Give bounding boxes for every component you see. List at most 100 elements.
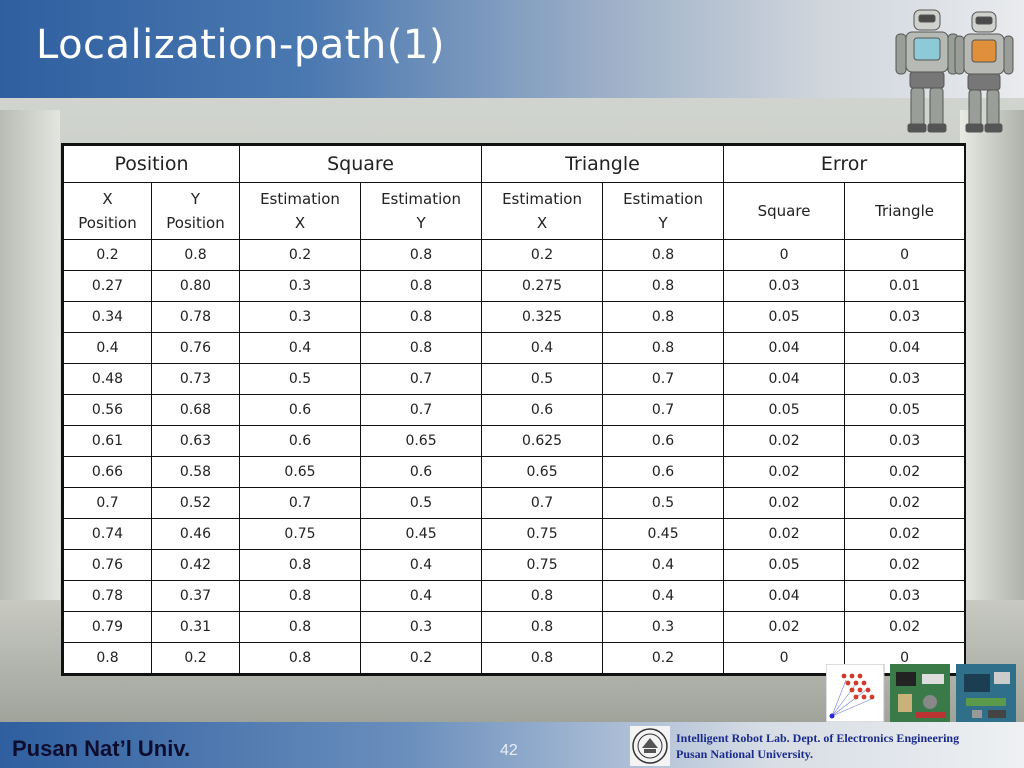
thumbnail-images <box>826 664 1016 722</box>
table-cell: 0.6 <box>602 456 725 488</box>
sub-header-cell: Estimation X <box>481 182 604 240</box>
table-cell: 0.8 <box>481 642 604 674</box>
lab-info: Intelligent Robot Lab. Dept. of Electron… <box>676 730 959 762</box>
table-cell: 0.76 <box>150 332 241 364</box>
data-table: Position Square Triangle Error X Position… <box>62 145 966 674</box>
table-row: 0.34 0.78 0.3 0.8 0.325 0.8 0.05 0.03 <box>63 301 966 333</box>
table-cell: 0.8 <box>602 332 725 364</box>
table-cell: 0.8 <box>239 642 362 674</box>
table-body: 0.2 0.8 0.2 0.8 0.2 0.8 0 0 0.27 0.80 0.3 0.8 0.275 0… <box>63 239 966 674</box>
table-cell: 0.02 <box>844 518 966 550</box>
sub-header-line: Triangle <box>875 202 934 220</box>
table-cell: 0.02 <box>723 487 846 519</box>
table-cell: 0.75 <box>239 518 362 550</box>
table-cell: 0.8 <box>239 580 362 612</box>
table-cell: 0.6 <box>239 394 362 426</box>
sub-header-line: Y <box>416 214 426 232</box>
table-cell: 0.5 <box>360 487 483 519</box>
header-triangle: Triangle <box>481 145 725 183</box>
table-cell: 0.05 <box>844 394 966 426</box>
table-cell: 0.4 <box>239 332 362 364</box>
table-cell: 0.3 <box>239 270 362 302</box>
table-cell: 0.3 <box>602 611 725 643</box>
table-cell: 0.42 <box>150 549 241 581</box>
table-cell: 0.78 <box>63 580 152 612</box>
header-error: Error <box>723 145 966 183</box>
page-number: 42 <box>500 742 518 759</box>
table-cell: 0.6 <box>239 425 362 457</box>
lab-line-2: Pusan National University. <box>676 747 814 761</box>
table-cell: 0.8 <box>602 270 725 302</box>
table-row: 0.61 0.63 0.6 0.65 0.625 0.6 0.02 0.03 <box>63 425 966 457</box>
university-name: Pusan Nat’l Univ. <box>12 736 191 761</box>
circuit-board-thumbnail-2 <box>956 664 1016 722</box>
table-cell: 0.78 <box>150 301 241 333</box>
table-cell: 0.80 <box>150 270 241 302</box>
sub-header-cell: Estimation Y <box>360 182 483 240</box>
table-cell: 0.4 <box>360 580 483 612</box>
table-cell: 0.73 <box>150 363 241 395</box>
sub-header-cell: Estimation Y <box>602 182 725 240</box>
table-cell: 0.6 <box>602 425 725 457</box>
table-cell: 0.3 <box>360 611 483 643</box>
table-cell: 0.65 <box>239 456 362 488</box>
table-cell: 0 <box>723 239 846 271</box>
table-cell: 0.76 <box>63 549 152 581</box>
table-row: 0.76 0.42 0.8 0.4 0.75 0.4 0.05 0.02 <box>63 549 966 581</box>
sub-header-line: X <box>102 190 113 208</box>
sub-header-line: Square <box>757 202 811 220</box>
table-cell: 0.8 <box>360 239 483 271</box>
table-cell: 0.7 <box>63 487 152 519</box>
robot-left <box>895 9 959 133</box>
table-cell: 0.4 <box>360 549 483 581</box>
sub-header-line: Y <box>190 190 201 208</box>
table-cell: 0.05 <box>723 394 846 426</box>
table-cell: 0.4 <box>602 580 725 612</box>
table-cell: 0.325 <box>481 301 604 333</box>
table-cell: 0.34 <box>63 301 152 333</box>
table-cell: 0.65 <box>481 456 604 488</box>
table-cell: 0.7 <box>360 363 483 395</box>
table-cell: 0.02 <box>723 611 846 643</box>
table-cell: 0.02 <box>723 425 846 457</box>
table-row: 0.79 0.31 0.8 0.3 0.8 0.3 0.02 0.02 <box>63 611 966 643</box>
sub-header-line: Position <box>166 214 225 232</box>
table-row: 0.7 0.52 0.7 0.5 0.7 0.5 0.02 0.02 <box>63 487 966 519</box>
table-cell: 0.04 <box>723 363 846 395</box>
table-cell: 0.8 <box>63 642 152 674</box>
sub-header-cell: Y Position <box>150 182 241 240</box>
table-cell: 0.5 <box>239 363 362 395</box>
table-cell: 0.8 <box>481 611 604 643</box>
table-cell: 0.58 <box>150 456 241 488</box>
sub-header-line: Y <box>658 214 668 232</box>
sub-header-line: Estimation <box>381 190 461 208</box>
table-cell: 0.03 <box>844 580 966 612</box>
table-cell: 0.8 <box>360 301 483 333</box>
table-cell: 0 <box>723 642 846 674</box>
network-graph-thumbnail <box>826 664 885 722</box>
table-cell: 0.02 <box>844 611 966 643</box>
table-cell: 0 <box>844 239 966 271</box>
robot-right <box>954 11 1014 133</box>
table-cell: 0.02 <box>844 549 966 581</box>
sub-header-cell: Triangle <box>844 182 966 240</box>
table-row: 0.56 0.68 0.6 0.7 0.6 0.7 0.05 0.05 <box>63 394 966 426</box>
table-cell: 0.01 <box>844 270 966 302</box>
table-cell: 0.6 <box>360 456 483 488</box>
table-cell: 0.04 <box>844 332 966 364</box>
table-cell: 0.66 <box>63 456 152 488</box>
table-cell: 0.75 <box>481 549 604 581</box>
header-position: Position <box>62 145 241 183</box>
title-bar <box>0 0 1024 98</box>
table-cell: 0.8 <box>239 611 362 643</box>
sub-header-cell: Square <box>723 182 846 240</box>
table-row: 0.78 0.37 0.8 0.4 0.8 0.4 0.04 0.03 <box>63 580 966 612</box>
table-cell: 0.46 <box>150 518 241 550</box>
table-cell: 0.8 <box>602 239 725 271</box>
header-square: Square <box>239 145 483 183</box>
humanoid-robots-image <box>895 9 1014 133</box>
lab-line-1: Intelligent Robot Lab. Dept. of Electron… <box>676 731 960 745</box>
sub-header-line: Estimation <box>502 190 582 208</box>
table-cell: 0.63 <box>150 425 241 457</box>
table-cell: 0.8 <box>602 301 725 333</box>
